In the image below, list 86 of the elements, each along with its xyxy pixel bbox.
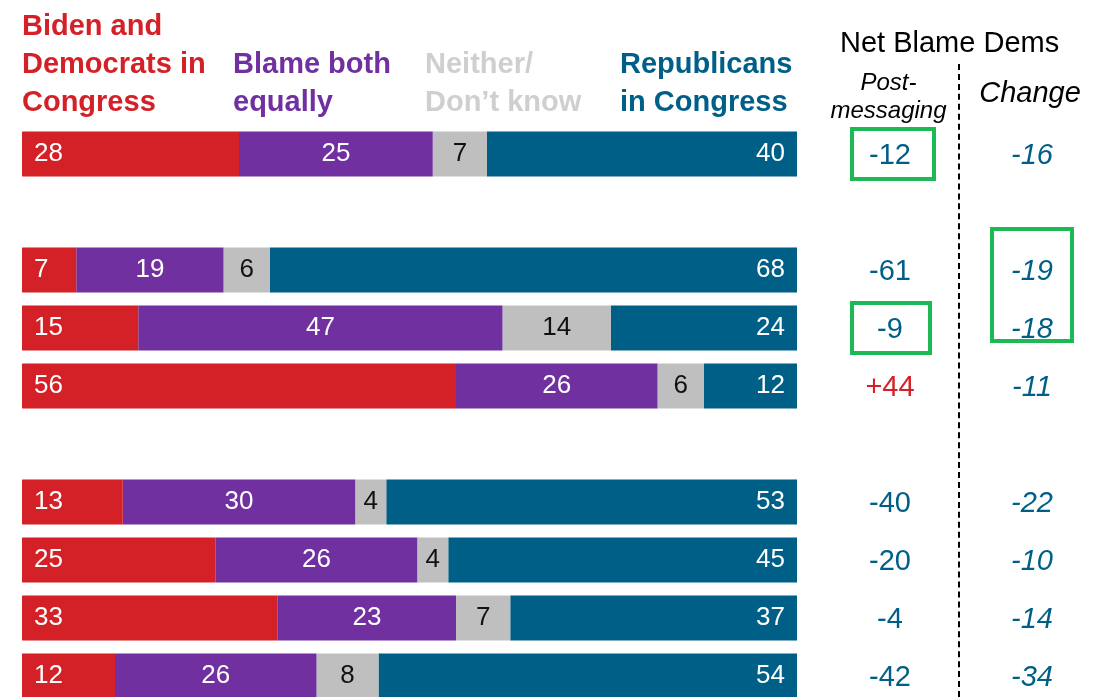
bar bbox=[432, 131, 487, 177]
text: -12 bbox=[868, 137, 912, 171]
data-label: 13 bbox=[34, 485, 63, 516]
bar bbox=[448, 537, 797, 583]
bar bbox=[22, 305, 139, 351]
text: -61 bbox=[868, 253, 912, 287]
bar bbox=[704, 363, 797, 409]
text: -4 bbox=[876, 601, 904, 635]
text: -34 bbox=[1010, 659, 1054, 693]
data-label: 26 bbox=[302, 543, 331, 574]
bar bbox=[22, 537, 216, 583]
bar bbox=[502, 305, 611, 351]
data-label: 25 bbox=[321, 137, 351, 168]
data-label: 54 bbox=[756, 659, 785, 690]
bar bbox=[316, 653, 379, 697]
text: +44 bbox=[864, 369, 916, 403]
bar bbox=[122, 479, 356, 525]
series-label: Republicans in Congress bbox=[620, 46, 794, 119]
data-label: 6 bbox=[239, 253, 254, 284]
text: -22 bbox=[1010, 485, 1054, 519]
data-label: 7 bbox=[475, 601, 491, 632]
data-label: 12 bbox=[34, 659, 63, 690]
bar bbox=[239, 131, 433, 177]
bar bbox=[270, 247, 797, 293]
bar bbox=[22, 247, 77, 293]
data-label: 8 bbox=[340, 659, 355, 690]
data-label: 30 bbox=[224, 485, 254, 516]
data-label: 24 bbox=[756, 311, 785, 342]
text: -20 bbox=[868, 543, 912, 577]
bar bbox=[277, 595, 456, 641]
text: -16 bbox=[1010, 137, 1054, 171]
text: Change bbox=[978, 76, 1082, 109]
text: -40 bbox=[868, 485, 912, 519]
text: -19 bbox=[1010, 253, 1054, 287]
bar bbox=[215, 537, 418, 583]
bar bbox=[138, 305, 503, 351]
text: -10 bbox=[1010, 543, 1054, 577]
data-label: 26 bbox=[201, 659, 231, 690]
bar bbox=[657, 363, 704, 409]
series-label: Blame both equally bbox=[233, 46, 392, 119]
data-label: 7 bbox=[34, 253, 49, 284]
data-label: 47 bbox=[305, 311, 335, 342]
data-label: 68 bbox=[756, 253, 785, 284]
data-label: 33 bbox=[34, 601, 63, 632]
data-label: 12 bbox=[756, 369, 785, 400]
data-label: 53 bbox=[756, 485, 785, 516]
data-label: 19 bbox=[135, 253, 165, 284]
bar bbox=[510, 595, 797, 641]
bar bbox=[22, 363, 456, 409]
bar bbox=[378, 653, 797, 697]
bar bbox=[22, 479, 123, 525]
text: -9 bbox=[876, 311, 904, 345]
data-label: 7 bbox=[452, 137, 468, 168]
text: Net Blame Dems bbox=[840, 26, 1060, 59]
bar bbox=[223, 247, 270, 293]
data-label: 40 bbox=[756, 137, 785, 168]
bar bbox=[22, 653, 115, 697]
bar bbox=[417, 537, 449, 583]
bar bbox=[115, 653, 317, 697]
data-label: 26 bbox=[542, 369, 572, 400]
data-label: 45 bbox=[756, 543, 785, 574]
bar bbox=[355, 479, 387, 525]
text: -11 bbox=[1011, 369, 1053, 403]
data-label: 4 bbox=[363, 485, 378, 516]
text: -42 bbox=[868, 659, 912, 693]
data-label: 23 bbox=[352, 601, 382, 632]
text: -14 bbox=[1010, 601, 1054, 635]
series-label: Biden and Democrats in Congress bbox=[22, 8, 207, 119]
bar bbox=[456, 363, 658, 409]
data-label: 28 bbox=[34, 137, 63, 168]
text: Post-messaging bbox=[829, 68, 948, 124]
bar bbox=[456, 595, 511, 641]
bar bbox=[76, 247, 224, 293]
data-label: 56 bbox=[34, 369, 63, 400]
data-label: 15 bbox=[34, 311, 63, 342]
data-label: 37 bbox=[756, 601, 785, 632]
bar bbox=[386, 479, 797, 525]
bar bbox=[611, 305, 797, 351]
text: -18 bbox=[1010, 311, 1054, 345]
bar bbox=[487, 131, 797, 177]
data-label: 6 bbox=[673, 369, 688, 400]
bar bbox=[22, 131, 239, 177]
bar bbox=[22, 595, 278, 641]
data-label: 25 bbox=[34, 543, 63, 574]
data-label: 4 bbox=[425, 543, 440, 574]
data-label: 14 bbox=[542, 311, 572, 342]
